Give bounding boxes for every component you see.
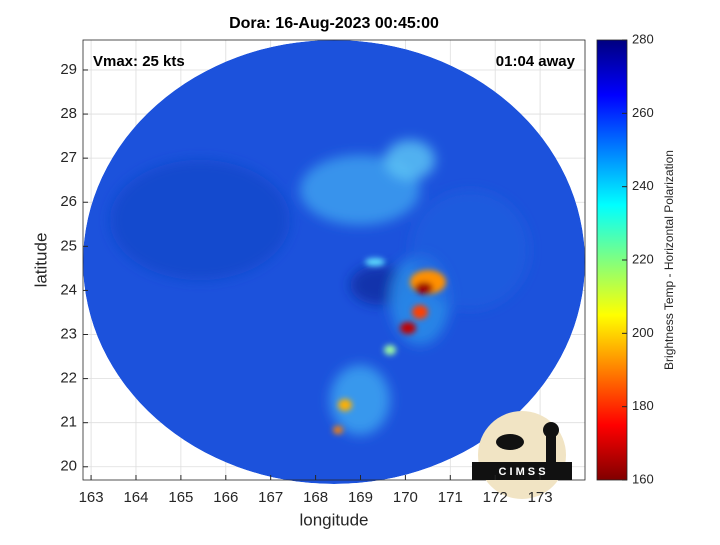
colorbar-tick-label: 180	[632, 398, 654, 413]
y-tick-label: 23	[60, 325, 77, 342]
annotation: 01:04 away	[496, 53, 576, 70]
colorbar-tick-label: 240	[632, 178, 654, 193]
x-tick-label: 163	[79, 489, 104, 506]
colorbar-tick-label: 160	[632, 471, 654, 486]
colorbar-tick-label: 200	[632, 325, 654, 340]
y-tick-label: 26	[60, 193, 77, 210]
x-tick-label: 170	[393, 489, 418, 506]
logo: C I M S S	[472, 411, 572, 499]
colorbar-tick-label: 220	[632, 251, 654, 266]
logo-text: C I M S S	[498, 466, 545, 478]
y-tick-label: 22	[60, 370, 77, 387]
y-tick-label: 21	[60, 414, 77, 431]
y-tick-label: 20	[60, 458, 77, 475]
x-tick-label: 167	[258, 489, 283, 506]
x-tick-label: 168	[303, 489, 328, 506]
y-tick-label: 24	[60, 281, 77, 298]
y-axis-label: latitude	[31, 233, 50, 288]
x-tick-label: 171	[438, 489, 463, 506]
y-tick-label: 27	[60, 149, 77, 166]
colorbar-tick-label: 280	[632, 31, 654, 46]
x-axis-label: longitude	[299, 510, 368, 529]
axes-frame	[82, 39, 586, 481]
x-tick-label: 166	[213, 489, 238, 506]
x-tick-label: 164	[123, 489, 148, 506]
annotation: Vmax: 25 kts	[93, 53, 185, 70]
microwave-image	[83, 40, 585, 484]
y-tick-label: 25	[60, 237, 77, 254]
y-tick-label: 29	[60, 61, 77, 78]
x-tick-label: 172	[483, 489, 508, 506]
x-tick-label: 173	[528, 489, 553, 506]
colorbar-tick-label: 260	[632, 105, 654, 120]
x-tick-label: 169	[348, 489, 373, 506]
x-tick-label: 165	[168, 489, 193, 506]
colorbar-label: Brightness Temp - Horizontal Polarizatio…	[662, 150, 676, 370]
y-tick-label: 28	[60, 105, 77, 122]
chart-title: Dora: 16-Aug-2023 00:45:00	[229, 15, 439, 32]
